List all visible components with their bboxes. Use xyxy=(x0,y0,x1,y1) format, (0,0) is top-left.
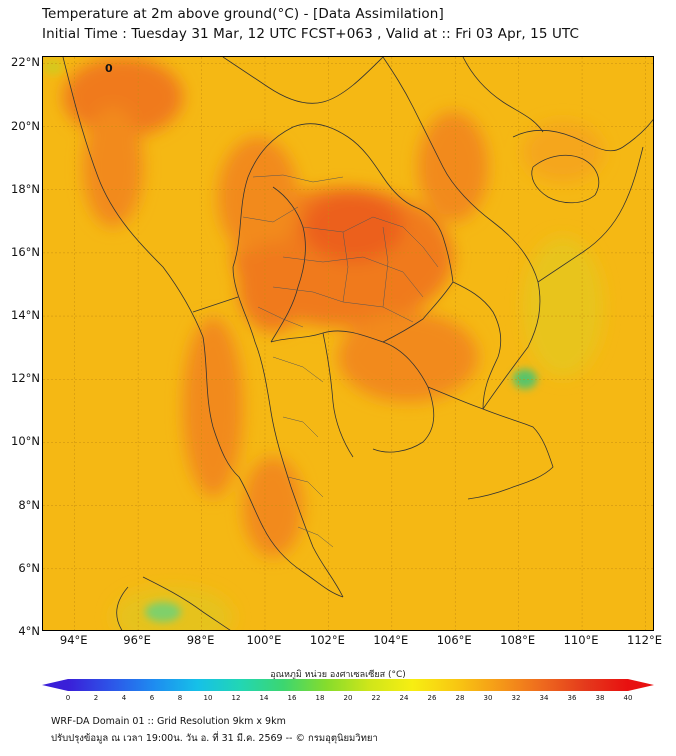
colorbar-left-arrow xyxy=(42,679,68,691)
lat-label: 8°N xyxy=(18,497,40,512)
chart-title: Temperature at 2m above ground(°C) - [Da… xyxy=(42,6,444,22)
colorbar-tick-label: 24 xyxy=(399,694,409,702)
lat-label: 22°N xyxy=(11,55,40,70)
colorbar-title: อุณหภูมิ หน่วย องศาเซลเซียส (°C) xyxy=(270,670,406,680)
colorbar-tick-label: 22 xyxy=(371,694,381,702)
lat-label: 10°N xyxy=(11,434,40,449)
chart-subtitle: Initial Time : Tuesday 31 Mar, 12 UTC FC… xyxy=(42,26,580,42)
country-borders xyxy=(62,57,653,630)
colorbar-tick-label: 6 xyxy=(149,694,155,702)
colorbar-tick-label: 32 xyxy=(511,694,521,702)
lat-label: 18°N xyxy=(11,181,40,196)
colorbar-tick-label: 16 xyxy=(287,694,297,702)
temperature-map: 0 xyxy=(42,56,654,631)
lat-label: 4°N xyxy=(18,624,40,638)
province-borders xyxy=(242,174,439,548)
colorbar-tick-label: 14 xyxy=(259,694,269,702)
colorbar-body xyxy=(68,679,628,691)
colorbar-tick-label: 40 xyxy=(623,694,633,702)
heat-field xyxy=(63,57,603,630)
colorbar-tick-label: 34 xyxy=(539,694,549,702)
colorbar-right-arrow xyxy=(628,679,654,691)
lon-label: 98°E xyxy=(186,633,215,647)
footer-model-info: WRF-DA Domain 01 :: Grid Resolution 9km … xyxy=(51,716,286,727)
lon-label: 106°E xyxy=(436,633,472,647)
lon-label: 96°E xyxy=(123,633,151,647)
colorbar-tick-label: 36 xyxy=(567,694,577,702)
lat-label: 20°N xyxy=(11,118,40,133)
gridlines xyxy=(43,57,653,630)
colorbar-tick-label: 0 xyxy=(65,694,71,702)
colorbar-tick-label: 30 xyxy=(483,694,493,702)
lon-label: 94°E xyxy=(59,633,88,647)
map-annotation-zero: 0 xyxy=(105,62,113,75)
lat-label: 6°N xyxy=(18,560,40,575)
lat-label: 14°N xyxy=(11,308,40,323)
footer-update-info: ปรับปรุงข้อมูล ณ เวลา 19:00น. วัน อ. ที่… xyxy=(51,733,378,744)
colorbar-tick-label: 38 xyxy=(595,694,605,702)
lon-label: 104°E xyxy=(373,633,409,647)
colorbar-tick-label: 10 xyxy=(203,694,213,702)
colorbar-tick-label: 8 xyxy=(177,694,183,702)
lat-label: 12°N xyxy=(11,371,40,386)
lon-label: 110°E xyxy=(563,633,599,647)
map-canvas: 0 xyxy=(43,57,653,630)
colorbar-tick-label: 2 xyxy=(93,694,99,702)
lat-label: 16°N xyxy=(11,244,40,259)
colorbar-ticks: 0 2 4 6 8 10 12 14 16 18 20 22 24 26 28 30 32 34 36 38 40 xyxy=(0,694,676,706)
lon-label: 112°E xyxy=(627,633,662,647)
colorbar-tick-label: 12 xyxy=(231,694,241,702)
lon-label: 100°E xyxy=(246,633,282,647)
colorbar-tick-label: 4 xyxy=(121,694,127,702)
colorbar-tick-label: 26 xyxy=(427,694,437,702)
colorbar xyxy=(42,679,654,691)
colorbar-tick-label: 18 xyxy=(315,694,325,702)
colorbar-tick-label: 28 xyxy=(455,694,465,702)
cool-spots xyxy=(43,59,537,622)
lon-label: 108°E xyxy=(500,633,536,647)
colorbar-tick-label: 20 xyxy=(343,694,353,702)
lon-label: 102°E xyxy=(309,633,345,647)
